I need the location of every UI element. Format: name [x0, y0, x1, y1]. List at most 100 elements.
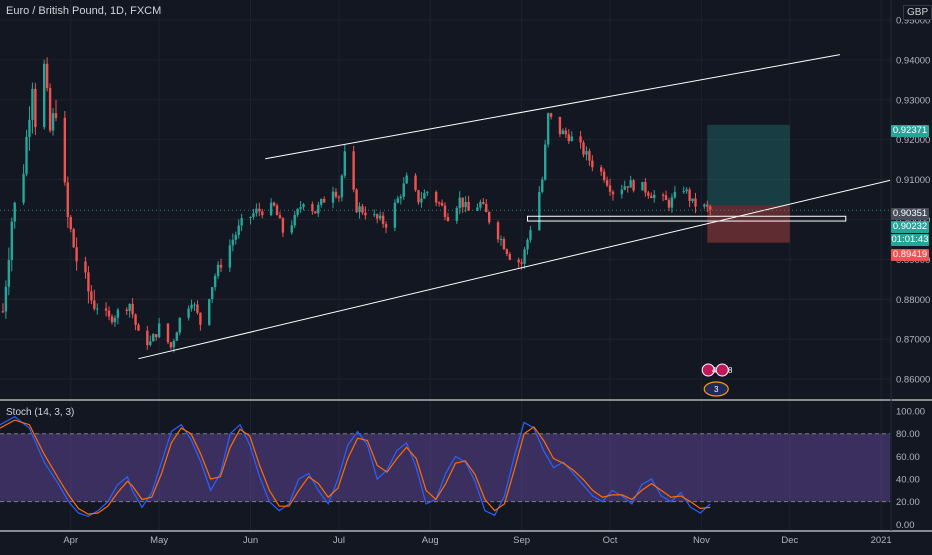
candle-body: [620, 189, 624, 195]
candle-body: [54, 113, 58, 118]
candle-body: [546, 113, 550, 145]
candle-body: [602, 171, 606, 181]
candle-body: [311, 204, 314, 212]
time-axis-label: Aug: [422, 535, 439, 546]
stoch-indicator-title[interactable]: Stoch (14, 3, 3): [6, 407, 75, 418]
stoch-band: [0, 433, 890, 502]
candle-body: [426, 191, 429, 193]
candle-body: [131, 303, 134, 315]
candle-body: [376, 214, 379, 219]
target-price-tag: 0.92371: [891, 125, 929, 137]
candle-body: [178, 317, 181, 333]
symbol-title[interactable]: Euro / British Pound, 1D, FXCM: [6, 5, 162, 17]
candle-body: [567, 134, 570, 142]
time-axis-label: Apr: [63, 535, 78, 546]
candle-body: [72, 229, 75, 248]
stoch-axis-label: 60.00: [896, 452, 920, 463]
candle-body: [523, 249, 526, 264]
candle-body: [488, 212, 491, 223]
candle-body: [591, 160, 594, 168]
price-axis-label: 0.87000: [896, 335, 930, 346]
candle-body: [51, 113, 55, 131]
stop-price-tag: 0.89419: [891, 249, 929, 261]
candle-body: [231, 239, 235, 246]
candle-body: [608, 185, 612, 192]
candle-body: [134, 314, 137, 325]
candle-body: [599, 167, 603, 172]
candle-body: [505, 249, 509, 255]
candle-body: [331, 191, 335, 203]
candle-body: [417, 190, 420, 203]
candle-body: [149, 341, 152, 346]
candle-body: [543, 144, 547, 180]
candle-body: [440, 202, 444, 206]
stop-zone: [707, 205, 790, 243]
candle-body: [128, 303, 131, 312]
event-badge-ring: [703, 381, 729, 397]
countdown-tag: 01:01:43: [891, 234, 929, 246]
candle-body: [34, 88, 37, 128]
candle-body: [420, 198, 423, 203]
stoch-axis-label: 100.00: [896, 407, 925, 418]
candle-body: [694, 198, 697, 207]
candles: [1, 57, 712, 353]
candle-body: [423, 192, 426, 199]
event-badge-flag: [701, 363, 715, 377]
candle-body: [670, 197, 674, 208]
candle-body: [641, 181, 644, 191]
candle-body: [199, 312, 202, 325]
candle-body: [508, 254, 512, 260]
currency-label[interactable]: GBP: [903, 5, 932, 20]
candle-body: [22, 173, 25, 203]
candle-body: [66, 182, 69, 217]
time-axis-label: Jul: [333, 535, 345, 546]
stoch-axis-label: 0.00: [896, 520, 915, 531]
candle-body: [650, 195, 653, 199]
candle-body: [228, 245, 232, 268]
candle-body: [234, 235, 237, 240]
candle-body: [582, 142, 585, 155]
candle-body: [703, 204, 706, 207]
time-axis-label: Dec: [781, 535, 798, 546]
candle-body: [166, 323, 170, 343]
candle-body: [706, 204, 709, 207]
candle-body: [361, 206, 364, 213]
candle-body: [414, 175, 417, 191]
event-badge-count: 3: [714, 385, 719, 394]
candle-body: [485, 203, 488, 213]
candle-body: [443, 205, 447, 218]
candle-body: [216, 264, 220, 276]
candle-body: [499, 239, 503, 241]
time-axis-label: Nov: [693, 535, 710, 546]
candle-body: [384, 223, 388, 228]
candle-body: [137, 324, 140, 331]
candle-body: [358, 206, 361, 213]
candle-body: [667, 200, 671, 208]
candle-body: [237, 225, 240, 236]
candle-body: [661, 194, 665, 196]
candle-body: [673, 191, 677, 198]
candle-body: [113, 317, 117, 323]
candle-body: [31, 88, 34, 120]
candle-body: [25, 136, 28, 174]
candle-body: [464, 201, 467, 208]
candle-body: [146, 330, 149, 346]
time-axis-label: Jun: [243, 535, 258, 546]
candle-body: [90, 291, 93, 301]
candle-body: [190, 304, 193, 309]
candle-body: [393, 202, 397, 228]
candle-body: [296, 209, 299, 215]
price-axis-label: 0.95000: [896, 15, 930, 26]
candle-body: [293, 214, 296, 226]
time-axis-label: Oct: [603, 535, 618, 546]
candle-body: [4, 286, 8, 312]
candle-body: [84, 261, 87, 273]
candle-body: [355, 189, 358, 213]
time-axis-label: May: [150, 535, 168, 546]
candle-body: [446, 217, 450, 222]
candle-body: [10, 221, 13, 261]
candle-body: [623, 186, 626, 190]
candle-body: [688, 189, 691, 201]
